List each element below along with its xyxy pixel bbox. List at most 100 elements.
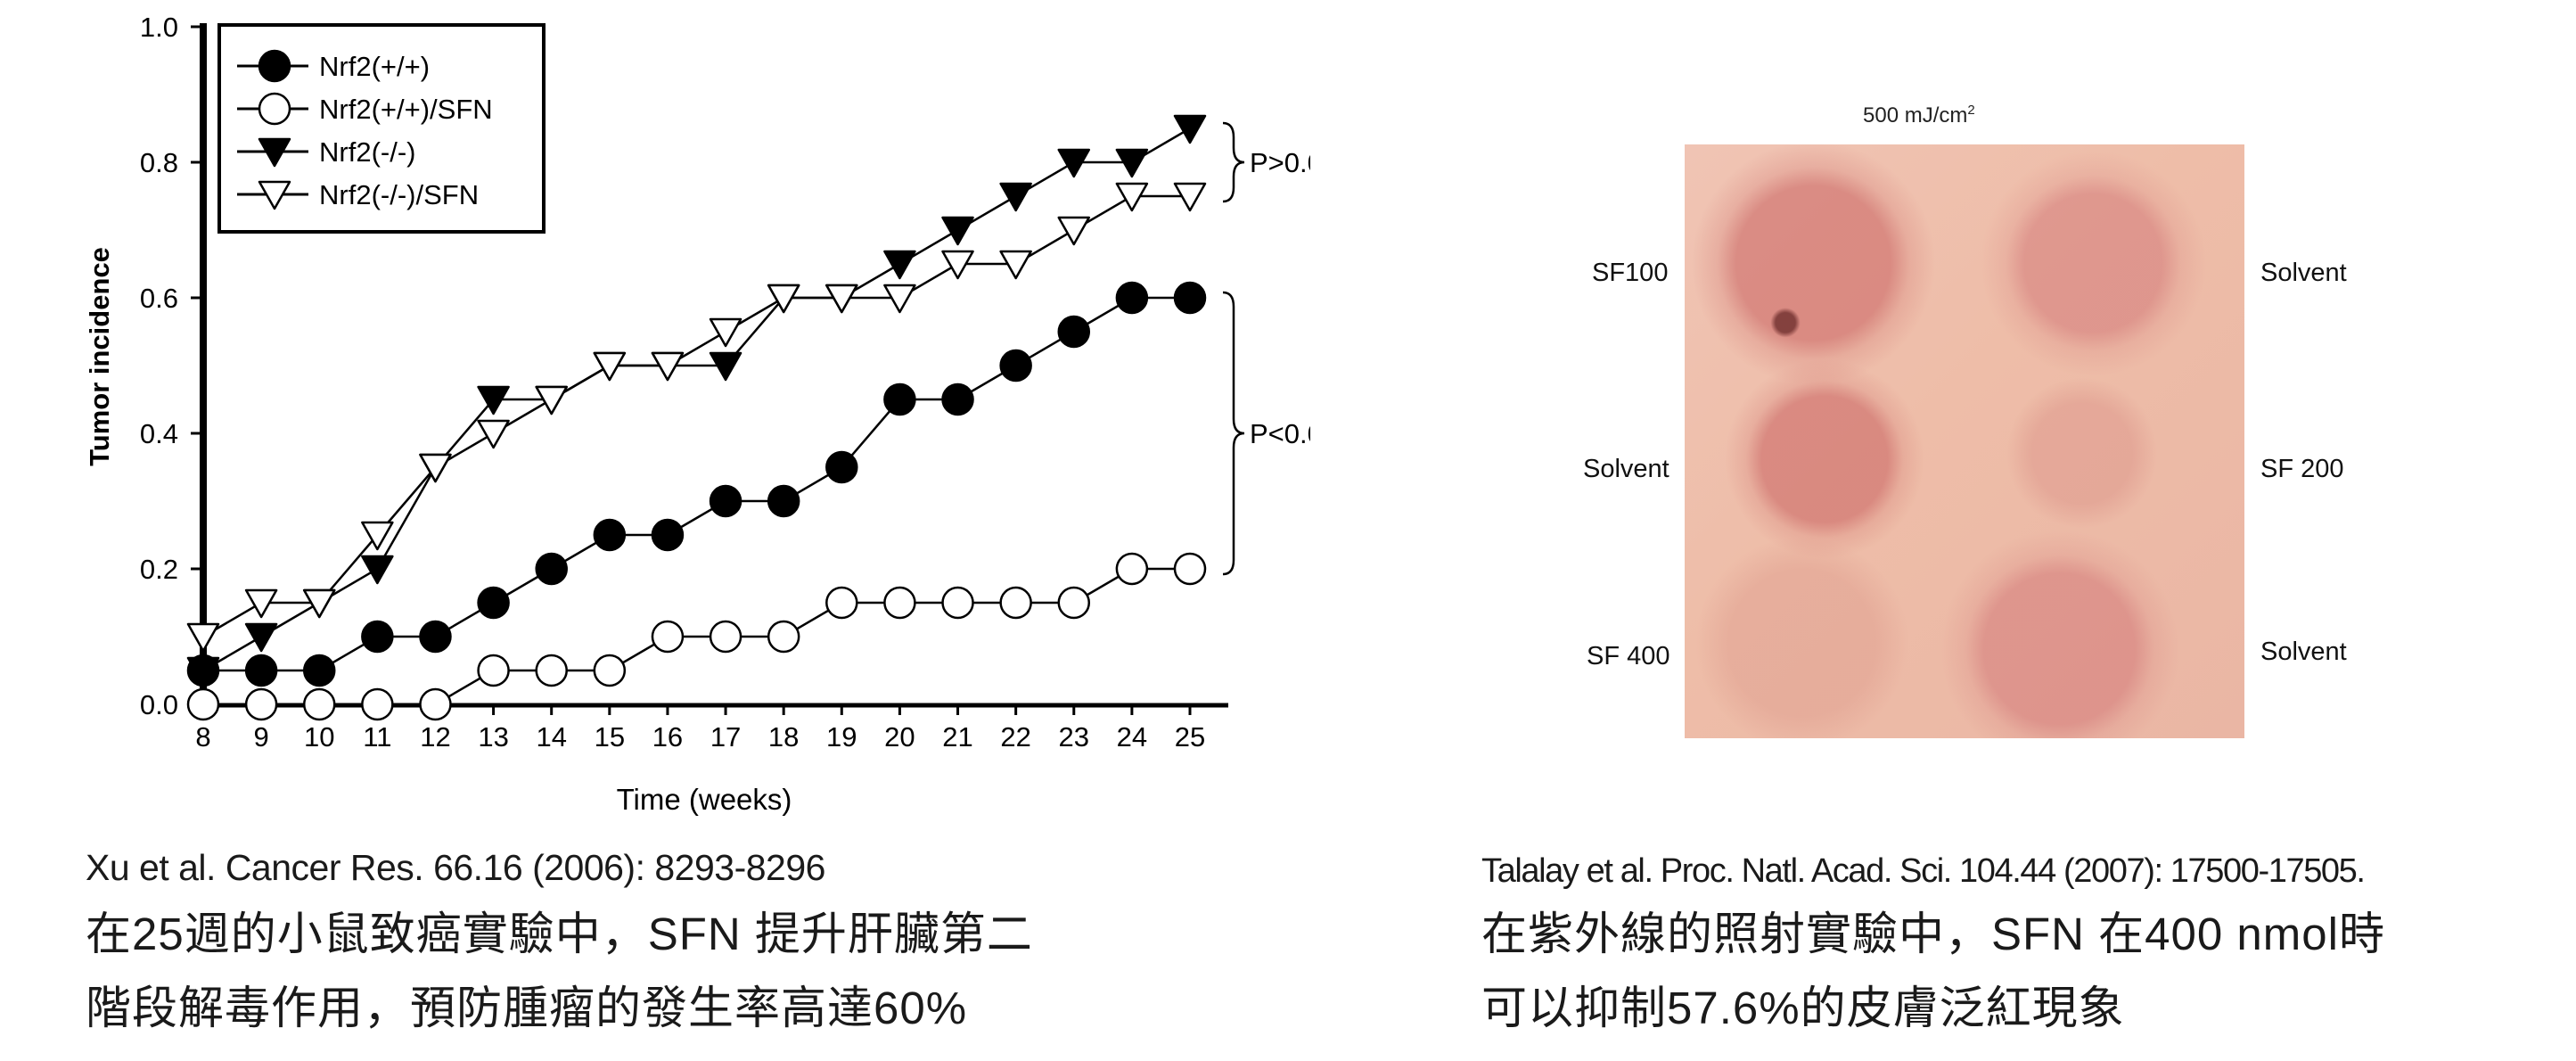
x-tick-label: 9 <box>253 721 268 753</box>
data-point <box>941 382 974 416</box>
data-point <box>477 419 510 449</box>
p-less-annotation-label: P<0.05 <box>1250 418 1310 449</box>
skin-erythema-photo <box>1685 144 2244 738</box>
legend-label: Nrf2(+/+) <box>319 51 430 82</box>
x-tick-label: 18 <box>768 721 799 753</box>
data-point <box>1115 281 1149 315</box>
data-point <box>999 182 1032 212</box>
data-point <box>186 687 220 721</box>
data-point <box>361 521 394 551</box>
x-tick-label: 11 <box>363 721 391 753</box>
x-tick-label: 10 <box>304 721 334 753</box>
legend-marker <box>258 180 291 210</box>
chart-series <box>186 114 1207 721</box>
legend-item: Nrf2(+/+) <box>237 49 430 83</box>
x-tick-label: 15 <box>595 721 625 753</box>
x-tick-label: 23 <box>1059 721 1089 753</box>
legend-marker <box>258 92 291 126</box>
data-point <box>419 453 452 483</box>
x-tick-label: 25 <box>1175 721 1205 753</box>
series-nrf2 <box>186 281 1207 687</box>
right-citation: Talalay et al. Proc. Natl. Acad. Sci. 10… <box>1481 852 2366 890</box>
data-point <box>1115 148 1149 178</box>
data-point <box>1173 281 1207 315</box>
x-tick-label: 24 <box>1117 721 1147 753</box>
data-point <box>1115 552 1149 586</box>
data-point <box>1057 315 1091 349</box>
data-point <box>244 687 278 721</box>
data-point <box>1057 148 1091 178</box>
series-line <box>202 194 1190 638</box>
x-tick-label: 19 <box>826 721 857 753</box>
data-point <box>767 484 800 518</box>
x-tick-label: 21 <box>942 721 972 753</box>
x-tick-label: 8 <box>195 721 210 753</box>
series-nrf2-sfn <box>186 552 1207 721</box>
data-point <box>186 654 220 687</box>
legend-item: Nrf2(-/-)/SFN <box>237 179 479 210</box>
p-greater-annotation-label: P>0.05 <box>1250 147 1310 178</box>
data-point <box>535 654 568 687</box>
data-point <box>999 586 1032 620</box>
data-point <box>883 382 916 416</box>
data-point <box>709 484 742 518</box>
data-point <box>186 622 220 653</box>
left-summary-line2: 階段解毒作用，預防腫瘤的發生率高達60% <box>86 983 968 1033</box>
y-tick-label: 0.6 <box>140 283 178 314</box>
data-point <box>361 620 394 654</box>
x-axis-title: Time (weeks) <box>617 783 792 816</box>
legend-item: Nrf2(+/+)/SFN <box>237 92 493 126</box>
legend-label: Nrf2(-/-)/SFN <box>319 179 479 210</box>
x-tick-label: 14 <box>536 721 566 753</box>
y-axis-title: Tumor incidence <box>84 247 115 466</box>
data-point <box>999 349 1032 382</box>
data-point <box>651 518 685 552</box>
x-tick-label: 16 <box>652 721 683 753</box>
data-point <box>535 385 568 415</box>
data-point <box>709 620 742 654</box>
data-point <box>941 586 974 620</box>
photo-title-text: 500 mJ/cm <box>1863 103 1968 127</box>
data-point <box>709 351 742 382</box>
right-summary-line1: 在紫外線的照射實驗中，SFN 在400 nmol時 <box>1481 909 2385 959</box>
data-point <box>941 216 974 246</box>
legend-label: Nrf2(-/-) <box>319 136 415 168</box>
data-point <box>244 588 278 619</box>
data-point <box>1115 182 1149 212</box>
x-tick-label: 20 <box>884 721 915 753</box>
data-point <box>477 385 510 415</box>
chart-legend: Nrf2(+/+) Nrf2(+/+)/SFN Nrf2(-/-) Nrf2(-/-)… <box>217 23 546 234</box>
legend-label: Nrf2(+/+)/SFN <box>319 94 493 125</box>
data-point <box>244 654 278 687</box>
data-point <box>883 586 916 620</box>
x-tick-label: 12 <box>420 721 450 753</box>
x-tick-label: 17 <box>710 721 741 753</box>
data-point <box>651 620 685 654</box>
data-point <box>593 518 627 552</box>
data-point <box>767 284 800 314</box>
right-summary-line2: 可以抑制57.6%的皮膚泛紅現象 <box>1481 983 2125 1033</box>
x-tick-label: 22 <box>1000 721 1030 753</box>
y-tick-label: 1.0 <box>140 12 178 43</box>
data-point <box>244 622 278 653</box>
label-solvent-bottom-right: Solvent <box>2260 637 2347 666</box>
data-point <box>651 351 685 382</box>
y-tick-label: 0.4 <box>140 418 178 449</box>
label-sf400: SF 400 <box>1587 642 1670 670</box>
photo-title-superscript: 2 <box>1967 103 1975 118</box>
data-point <box>941 250 974 280</box>
label-sf100: SF100 <box>1592 259 1669 287</box>
data-point <box>1173 552 1207 586</box>
label-sf200: SF 200 <box>2260 455 2344 483</box>
series-nrf2-sfn <box>186 182 1207 653</box>
series-line <box>203 567 1190 706</box>
data-point <box>419 620 452 654</box>
legend-item: Nrf2(-/-) <box>237 136 415 168</box>
data-point <box>825 586 858 620</box>
data-point <box>709 317 742 348</box>
x-tick-label: 13 <box>478 721 508 753</box>
left-summary-line1: 在25週的小鼠致癌實驗中，SFN 提升肝臟第二 <box>86 909 1033 959</box>
tumor-incidence-chart: 0.0 0.2 0.4 0.6 0.8 1.0 8 9 10 11 12 13 14 15 16 17 18 19… <box>84 12 1310 816</box>
p-greater-annotation-brace <box>1222 121 1245 203</box>
data-point <box>1057 586 1091 620</box>
